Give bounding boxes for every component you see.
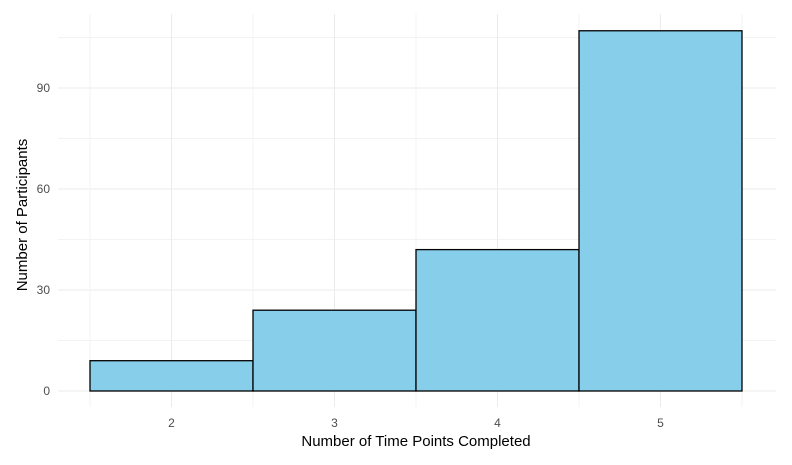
bar-5 [578,30,743,392]
y-tick-label: 90 [37,81,51,95]
x-tick-label: 2 [168,416,175,430]
y-tick-label: 30 [37,283,51,297]
x-tick-label: 4 [494,416,501,430]
x-tick-label: 3 [331,416,338,430]
ticks-layer: 0 30 60 90 2 3 4 5 [37,81,665,430]
bar-2 [89,360,254,392]
y-axis-title: Number of Participants [14,139,31,292]
x-axis-title: Number of Time Points Completed [301,433,530,450]
bar-4 [415,248,580,392]
y-tick-label: 60 [37,182,51,196]
bars-layer [89,30,743,392]
bar-3 [252,309,417,392]
y-tick-label: 0 [43,384,50,398]
x-tick-label: 5 [657,416,664,430]
